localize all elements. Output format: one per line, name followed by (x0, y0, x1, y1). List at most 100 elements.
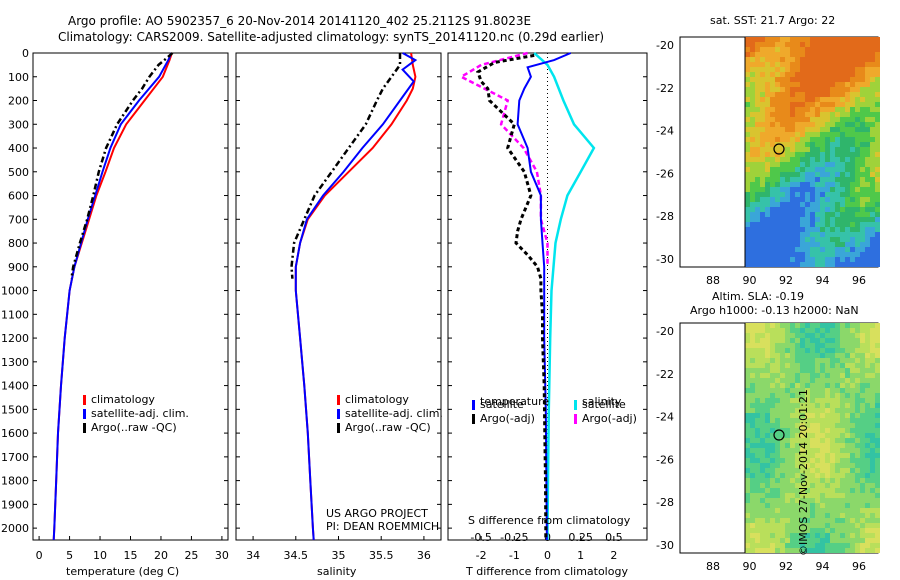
sst-map-cell (770, 177, 775, 182)
sla-map-cell (840, 543, 845, 548)
sla-map-cell (770, 473, 775, 478)
sla-map-cell (770, 448, 775, 453)
sst-map-cell (745, 222, 750, 227)
sst-map-cell (755, 152, 760, 157)
salinity-tick-label: 35 (332, 549, 346, 562)
sla-map-cell (840, 423, 845, 428)
sst-map-cell (780, 67, 785, 72)
sla-map-cell (800, 508, 805, 513)
sst-map-cell (830, 112, 835, 117)
sla-map-cell (815, 393, 820, 398)
sst-map-cell (780, 192, 785, 197)
sla-map-cell (745, 398, 750, 403)
sst-map-cell (870, 112, 875, 117)
sla-map-cell (780, 438, 785, 443)
sst-map-cell (795, 212, 800, 217)
sst-map-cell (750, 152, 755, 157)
sst-map-cell (860, 87, 865, 92)
sst-map-cell (755, 217, 760, 222)
sst-map-cell (855, 137, 860, 142)
sst-map-cell (815, 182, 820, 187)
sla-map-cell (780, 483, 785, 488)
sla-map-cell (825, 348, 830, 353)
sst-map-cell (860, 172, 865, 177)
sst-map-cell (830, 142, 835, 147)
sla-map-cell (865, 468, 870, 473)
sla-map-cell (825, 398, 830, 403)
sla-map-cell (850, 388, 855, 393)
sla-map-cell (805, 533, 810, 538)
sst-map-cell (835, 207, 840, 212)
sst-map-cell (865, 247, 870, 252)
sla-map-cell (830, 328, 835, 333)
temperature-diff-tick-label: 0 (544, 549, 551, 562)
sst-map-cell (840, 162, 845, 167)
sst-map-cell (860, 57, 865, 62)
sst-map-cell (800, 137, 805, 142)
sla-map-cell (875, 543, 880, 548)
sst-map-cell (830, 197, 835, 202)
sst-map-cell (770, 67, 775, 72)
sst-map-cell (855, 222, 860, 227)
sst-map-cell (875, 207, 880, 212)
sst-map-cell (770, 87, 775, 92)
sst-map-cell (805, 112, 810, 117)
sst-map-cell (770, 97, 775, 102)
sst-map-cell (810, 92, 815, 97)
sla-map-cell (825, 443, 830, 448)
sst-map-cell (850, 127, 855, 132)
sla-map-cell (805, 488, 810, 493)
sla-map-cell (760, 328, 765, 333)
sst-map-cell (840, 107, 845, 112)
sst-map-cell (795, 237, 800, 242)
sst-map-cell (780, 242, 785, 247)
sla-map-title-line1: Altim. SLA: -0.19 (712, 290, 805, 303)
salinity-diff-satellite-line (533, 52, 596, 540)
sla-map-cell (745, 378, 750, 383)
sla-map-cell (755, 413, 760, 418)
sst-map-cell (785, 182, 790, 187)
sla-map-cell (760, 408, 765, 413)
sla-map-cell (840, 518, 845, 523)
sst-map-cell (830, 52, 835, 57)
sla-map-cell (765, 453, 770, 458)
sst-map-cell (770, 142, 775, 147)
sla-map-cell (870, 468, 875, 473)
sla-map-cell (835, 533, 840, 538)
sst-map-cell (865, 242, 870, 247)
sst-map-cell (770, 227, 775, 232)
sla-map-cell (845, 333, 850, 338)
depth-tick-label: 2000 (1, 522, 29, 535)
sst-map-cell (760, 252, 765, 257)
sst-map-cell (780, 97, 785, 102)
sst-map-cell (795, 67, 800, 72)
sla-map-cell (825, 463, 830, 468)
sst-map-cell (875, 222, 880, 227)
sst-map-cell (850, 232, 855, 237)
sla-map-cell (770, 358, 775, 363)
sla-map-cell (800, 523, 805, 528)
sla-map-cell (830, 348, 835, 353)
sla-map-cell (800, 513, 805, 518)
sla-map-cell (855, 533, 860, 538)
sla-map-cell (845, 463, 850, 468)
sst-map-cell (835, 152, 840, 157)
sla-map-cell (775, 518, 780, 523)
sst-map-cell (850, 152, 855, 157)
sla-map-cell (835, 323, 840, 328)
sla-map-cell (800, 348, 805, 353)
sla-map-cell (830, 433, 835, 438)
sst-map-cell (820, 222, 825, 227)
sla-map-cell (815, 508, 820, 513)
sst-map-cell (870, 142, 875, 147)
sla-map-cell (815, 513, 820, 518)
sla-map-cell (785, 443, 790, 448)
sla-map-cell (830, 508, 835, 513)
sst-map-cell (865, 47, 870, 52)
sla-map-cell (820, 398, 825, 403)
sst-map-cell (810, 222, 815, 227)
depth-tick-label: 100 (8, 71, 29, 84)
sst-map-cell (825, 142, 830, 147)
sla-map-cell (860, 528, 865, 533)
sla-map-cell (775, 458, 780, 463)
